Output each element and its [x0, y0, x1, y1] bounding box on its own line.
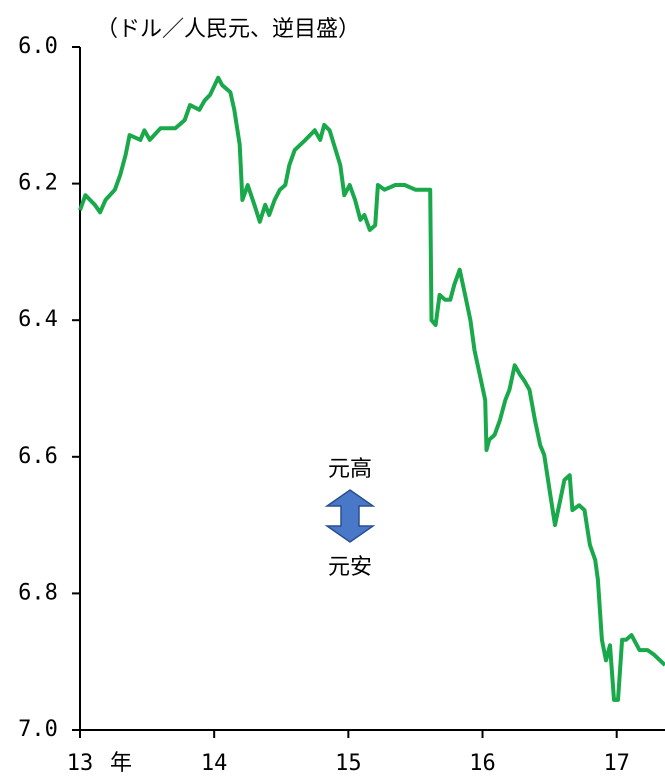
y-tick-label: 7.0	[18, 717, 58, 742]
y-tick-label: 6.6	[18, 444, 58, 469]
year-unit: 年	[110, 751, 132, 776]
annotation-up: 元高	[328, 457, 372, 482]
x-tick-label: 17	[603, 751, 630, 776]
y-axis-label: （ドル／人民元、逆目盛）	[96, 17, 360, 42]
y-tick-label: 6.2	[18, 171, 58, 196]
y-tick-label: 6.8	[18, 580, 58, 605]
x-tick-label: 16	[469, 751, 496, 776]
x-tick-label: 14	[201, 751, 228, 776]
x-tick-label: 15	[335, 751, 362, 776]
y-tick-label: 6.0	[18, 34, 58, 59]
data-line	[78, 75, 665, 702]
annotation-down: 元安	[328, 555, 372, 580]
x-tick-label: 13	[67, 751, 94, 776]
y-tick-label: 6.4	[18, 307, 58, 332]
direction-arrow	[324, 489, 376, 543]
